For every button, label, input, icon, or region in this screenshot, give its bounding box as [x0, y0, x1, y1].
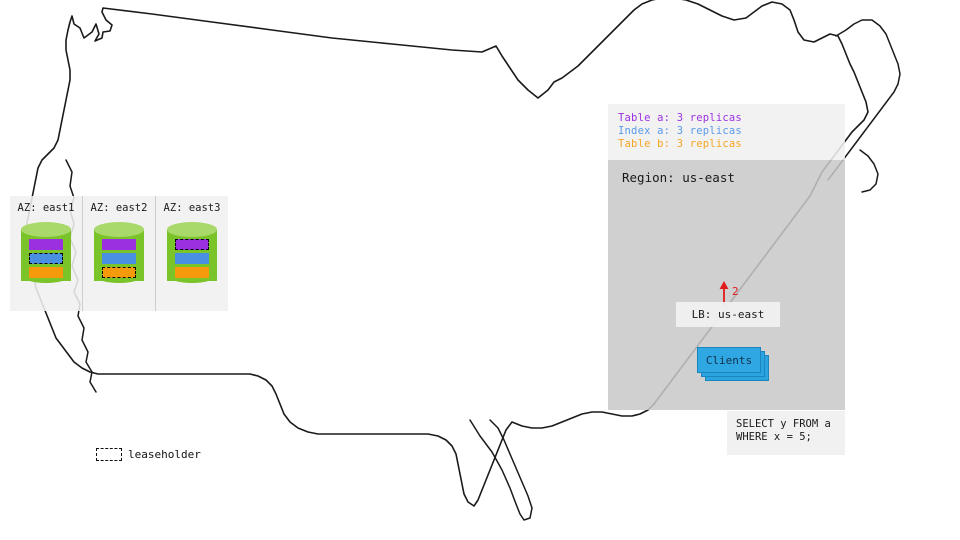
legend: leaseholder: [96, 448, 201, 461]
replica-table-b: [175, 267, 209, 278]
replica-table-a-leaseholder: [175, 239, 209, 250]
replica-table-a: [102, 239, 136, 250]
flow-arrow-label: 2: [732, 285, 739, 298]
replica-list-east3: [167, 239, 217, 283]
clients-card-label[interactable]: Clients: [697, 347, 761, 373]
leaseholder-swatch-icon: [96, 448, 122, 461]
legend-label: leaseholder: [128, 448, 201, 461]
replica-index-a: [102, 253, 136, 264]
sql-query-line-1: SELECT y FROM a: [736, 418, 831, 430]
replica-index-a: [175, 253, 209, 264]
region-title: Region: us-east: [622, 170, 735, 185]
availability-zone-row: AZ: east1 AZ: east2: [10, 196, 228, 311]
database-node-east1[interactable]: [21, 222, 71, 288]
replica-table-b-leaseholder: [102, 267, 136, 278]
cylinder-top-icon: [21, 222, 71, 237]
replica-table-a: [29, 239, 63, 250]
az-cell-east1[interactable]: AZ: east1: [10, 196, 82, 311]
replica-summary-line-index-a: Index a: 3 replicas: [618, 125, 742, 137]
cylinder-top-icon: [94, 222, 144, 237]
az-cell-east2[interactable]: AZ: east2: [82, 196, 155, 311]
az-label-east2: AZ: east2: [90, 202, 148, 214]
az-cell-east3[interactable]: AZ: east3: [155, 196, 228, 311]
cylinder-top-icon: [167, 222, 217, 237]
az-label-east1: AZ: east1: [17, 202, 75, 214]
clients-stack[interactable]: Clients: [697, 347, 769, 381]
load-balancer-box[interactable]: LB: us-east: [676, 302, 780, 327]
replica-index-a-leaseholder: [29, 253, 63, 264]
replica-summary-panel: Table a: 3 replicas Index a: 3 replicas …: [608, 104, 845, 160]
az-label-east3: AZ: east3: [163, 202, 221, 214]
database-node-east3[interactable]: [167, 222, 217, 288]
sql-query-line-2: WHERE x = 5;: [736, 431, 812, 443]
replica-table-b: [29, 267, 63, 278]
replica-summary-line-table-b: Table b: 3 replicas: [618, 138, 742, 150]
sql-query-box: SELECT y FROM a WHERE x = 5;: [727, 411, 845, 455]
database-node-east2[interactable]: [94, 222, 144, 288]
replica-summary-line-table-a: Table a: 3 replicas: [618, 112, 742, 124]
replica-list-east1: [21, 239, 71, 283]
replica-list-east2: [94, 239, 144, 283]
